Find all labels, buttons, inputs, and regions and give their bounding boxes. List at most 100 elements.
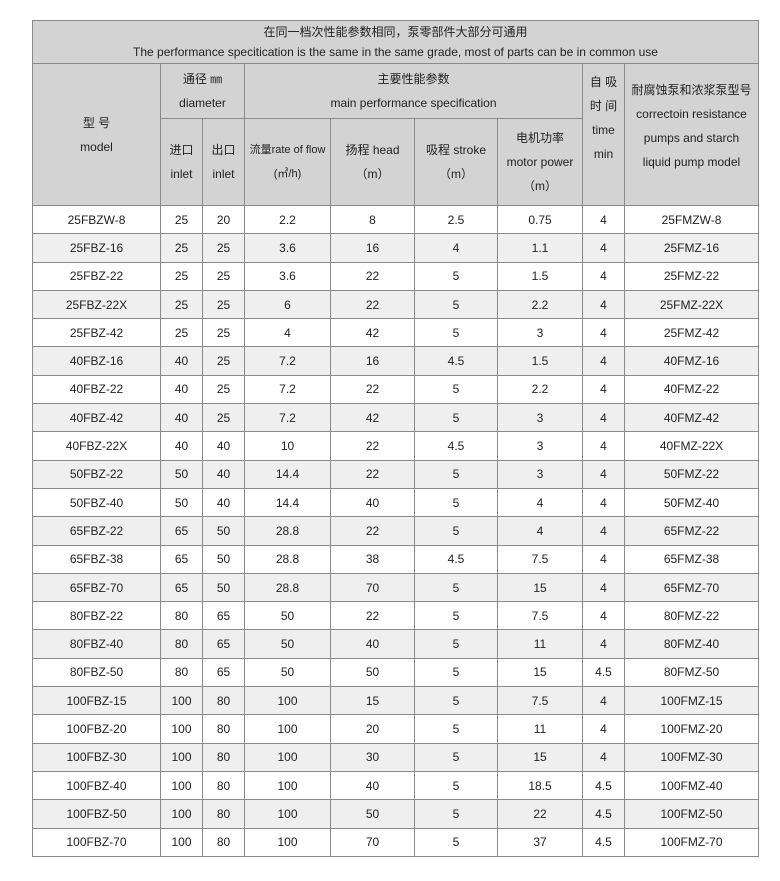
cell-model: 100FBZ-20 <box>32 714 161 744</box>
head-unit: （m） <box>355 167 390 181</box>
cell-time: 4 <box>582 459 625 489</box>
table-row: 65FBZ-38 65 50 28.8 38 4.5 7.5 4 65FMZ-38 <box>32 544 759 574</box>
cell-head: 20 <box>330 714 415 744</box>
cell-power: 4 <box>497 487 583 518</box>
cell-power: 1.5 <box>497 261 583 291</box>
cell-power: 3 <box>497 459 583 489</box>
alt-en1: correctoin resistance <box>636 107 747 121</box>
cell-outlet: 50 <box>202 516 245 546</box>
cell-model: 65FBZ-22 <box>32 516 161 546</box>
cell-model: 100FBZ-40 <box>32 770 161 801</box>
cell-outlet: 65 <box>202 629 245 659</box>
cell-alt-model: 40FMZ-42 <box>624 403 759 433</box>
cell-inlet: 80 <box>160 657 203 688</box>
power-unit: （m） <box>523 179 557 193</box>
cell-flow: 7.2 <box>244 374 331 405</box>
cell-inlet: 80 <box>160 629 203 659</box>
outlet-zh: 出口 <box>211 143 236 157</box>
header-inlet: 进口 inlet <box>160 118 203 206</box>
cell-head: 22 <box>330 431 415 461</box>
cell-stroke: 5 <box>414 516 498 546</box>
cell-inlet: 40 <box>160 431 203 461</box>
cell-power: 3 <box>497 403 583 433</box>
cell-flow: 3.6 <box>244 261 331 291</box>
cell-inlet: 100 <box>160 770 203 801</box>
cell-outlet: 25 <box>202 318 245 348</box>
cell-head: 15 <box>330 686 415 716</box>
stroke-label: 吸程 stroke <box>425 143 486 157</box>
power-zh: 电机功率 <box>515 131 564 145</box>
cell-model: 100FBZ-70 <box>32 827 161 857</box>
cell-flow: 7.2 <box>244 346 331 376</box>
cell-time: 4 <box>582 403 625 433</box>
cell-time: 4 <box>582 572 625 603</box>
title-zh: 在同一档次性能参数相同，泵零部件大部分可通用 <box>263 25 528 39</box>
main-en: main performance specification <box>330 96 497 110</box>
title-en: The performance specitication is the sam… <box>133 45 658 59</box>
cell-stroke: 5 <box>414 629 498 659</box>
cell-stroke: 4 <box>414 233 498 263</box>
cell-stroke: 4.5 <box>414 431 498 461</box>
cell-alt-model: 100FMZ-30 <box>624 742 759 772</box>
cell-alt-model: 25FMZ-16 <box>624 233 759 263</box>
cell-alt-model: 40FMZ-22 <box>624 374 759 405</box>
cell-inlet: 25 <box>160 318 203 348</box>
cell-outlet: 25 <box>202 289 245 320</box>
cell-model: 40FBZ-22 <box>32 374 161 405</box>
cell-flow: 4 <box>244 318 331 348</box>
cell-outlet: 50 <box>202 572 245 603</box>
cell-inlet: 25 <box>160 289 203 320</box>
cell-alt-model: 100FMZ-70 <box>624 827 759 857</box>
cell-model: 25FBZ-42 <box>32 318 161 348</box>
cell-inlet: 40 <box>160 374 203 405</box>
cell-power: 1.5 <box>497 346 583 376</box>
table-row: 80FBZ-50 80 65 50 50 5 15 4.5 80FMZ-50 <box>32 657 759 688</box>
cell-alt-model: 100FMZ-15 <box>624 686 759 716</box>
cell-power: 4 <box>497 516 583 546</box>
cell-model: 80FBZ-40 <box>32 629 161 659</box>
cell-inlet: 100 <box>160 742 203 772</box>
cell-flow: 100 <box>244 714 331 744</box>
cell-stroke: 5 <box>414 374 498 405</box>
cell-power: 11 <box>497 714 583 744</box>
cell-model: 40FBZ-16 <box>32 346 161 376</box>
cell-power: 2.2 <box>497 289 583 320</box>
stroke-unit: （m） <box>439 167 473 181</box>
cell-model: 80FBZ-22 <box>32 601 161 631</box>
cell-power: 11 <box>497 629 583 659</box>
cell-flow: 3.6 <box>244 233 331 263</box>
header-time: 自 吸 时 间 time min <box>582 63 625 206</box>
cell-stroke: 5 <box>414 403 498 433</box>
cell-alt-model: 50FMZ-40 <box>624 487 759 518</box>
cell-time: 4 <box>582 374 625 405</box>
cell-time: 4 <box>582 629 625 659</box>
cell-flow: 50 <box>244 601 331 631</box>
cell-outlet: 40 <box>202 431 245 461</box>
cell-alt-model: 65FMZ-22 <box>624 516 759 546</box>
cell-model: 100FBZ-15 <box>32 686 161 716</box>
cell-outlet: 25 <box>202 233 245 263</box>
cell-inlet: 100 <box>160 686 203 716</box>
cell-model: 65FBZ-38 <box>32 544 161 574</box>
table-row: 100FBZ-20 100 80 100 20 5 11 4 100FMZ-20 <box>32 714 759 744</box>
cell-model: 80FBZ-50 <box>32 657 161 688</box>
cell-time: 4 <box>582 601 625 631</box>
cell-inlet: 25 <box>160 204 203 235</box>
table-row: 80FBZ-40 80 65 50 40 5 11 4 80FMZ-40 <box>32 629 759 659</box>
alt-en2: pumps and starch <box>643 131 740 145</box>
cell-alt-model: 80FMZ-22 <box>624 601 759 631</box>
cell-stroke: 5 <box>414 318 498 348</box>
cell-power: 22 <box>497 799 583 829</box>
cell-time: 4 <box>582 346 625 376</box>
table-title: 在同一档次性能参数相同，泵零部件大部分可通用 The performance s… <box>32 20 759 64</box>
cell-outlet: 40 <box>202 459 245 489</box>
cell-model: 50FBZ-40 <box>32 487 161 518</box>
cell-flow: 6 <box>244 289 331 320</box>
cell-alt-model: 25FMZ-22X <box>624 289 759 320</box>
cell-time: 4 <box>582 289 625 320</box>
cell-power: 0.75 <box>497 204 583 235</box>
model-en: model <box>80 139 113 154</box>
cell-power: 15 <box>497 657 583 688</box>
cell-time: 4.5 <box>582 799 625 829</box>
cell-stroke: 5 <box>414 714 498 744</box>
